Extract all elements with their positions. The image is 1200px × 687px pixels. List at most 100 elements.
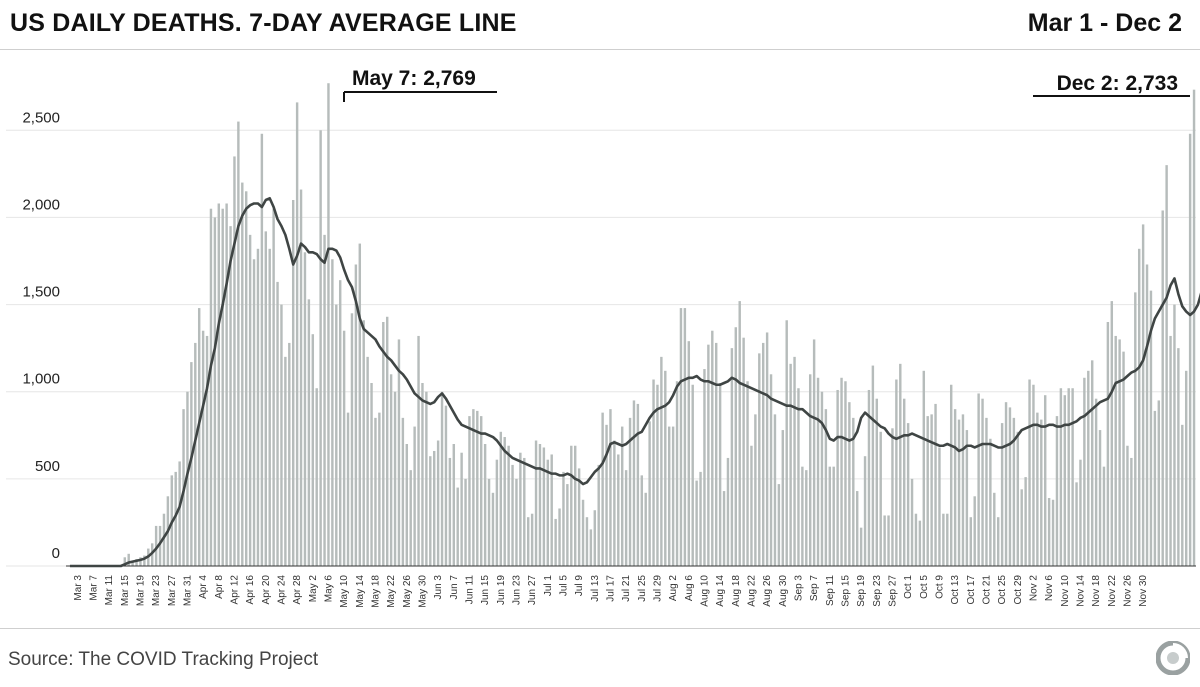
daily-deaths-bar — [1059, 388, 1063, 566]
daily-deaths-bar — [683, 308, 687, 566]
daily-deaths-bar — [378, 412, 381, 566]
daily-deaths-bar — [761, 342, 765, 566]
daily-deaths-bar — [190, 362, 193, 566]
daily-deaths-bar — [1036, 412, 1039, 566]
daily-deaths-bar — [194, 342, 197, 566]
daily-deaths-bar — [1094, 398, 1098, 566]
daily-deaths-bar — [640, 475, 644, 566]
daily-deaths-bar — [628, 417, 632, 566]
daily-deaths-bar — [393, 391, 397, 566]
daily-deaths-bar — [385, 316, 389, 566]
daily-deaths-bar — [503, 437, 506, 566]
x-tick-label: Jul 25 — [637, 575, 648, 602]
daily-deaths-bar — [456, 487, 459, 566]
daily-deaths-bar — [217, 203, 221, 567]
x-tick-label: Aug 10 — [699, 575, 710, 607]
daily-deaths-bar — [644, 492, 647, 566]
daily-deaths-bar — [852, 417, 855, 566]
x-tick-label: Sep 11 — [825, 575, 836, 606]
daily-deaths-bar — [742, 337, 745, 566]
x-tick-label: Jun 11 — [464, 575, 475, 605]
x-tick-label: Mar 7 — [88, 575, 99, 601]
daily-deaths-bar — [409, 470, 412, 566]
daily-deaths-bar — [229, 226, 232, 566]
daily-deaths-bar — [1161, 210, 1164, 566]
daily-deaths-bar — [667, 426, 671, 566]
daily-deaths-bar — [1192, 89, 1196, 567]
x-tick-label: Oct 17 — [966, 575, 977, 605]
daily-deaths-bar — [178, 461, 181, 566]
x-tick-label: Aug 2 — [668, 575, 679, 602]
daily-deaths-bar — [840, 377, 843, 566]
daily-deaths-bar — [620, 426, 624, 566]
daily-deaths-bar — [601, 412, 604, 566]
daily-deaths-bar — [397, 339, 401, 566]
daily-deaths-bar — [1157, 400, 1161, 566]
daily-deaths-bar — [1051, 499, 1055, 566]
daily-deaths-bar — [977, 393, 980, 566]
daily-deaths-bar — [902, 398, 906, 566]
daily-deaths-bar — [354, 264, 358, 566]
chart-area: 0 500 1,000 1,500 2,000 2,500 Mar 3 Mar 7 Mar 11… — [0, 50, 1200, 628]
daily-deaths-bar — [538, 444, 542, 566]
daily-deaths-bar — [703, 369, 706, 566]
daily-deaths-bar — [993, 492, 996, 566]
daily-deaths-bar — [922, 370, 926, 566]
daily-deaths-bar — [303, 252, 307, 567]
daily-deaths-bar — [417, 335, 420, 566]
daily-deaths-bar — [1153, 410, 1157, 566]
daily-deaths-bar — [362, 320, 365, 566]
daily-deaths-bar — [812, 339, 816, 566]
daily-deaths-bar — [785, 320, 788, 566]
daily-deaths-bar — [867, 389, 871, 566]
x-tick-label: Jun 23 — [511, 575, 522, 605]
daily-deaths-bar — [139, 557, 142, 566]
daily-deaths-bar — [405, 444, 409, 566]
daily-deaths-bar — [1110, 301, 1114, 566]
daily-deaths-bar — [221, 208, 224, 566]
daily-deaths-bar — [989, 438, 992, 566]
x-tick-label: Aug 30 — [778, 575, 789, 607]
daily-deaths-bar — [260, 133, 264, 566]
x-tick-label: Jul 1 — [543, 575, 554, 597]
daily-deaths-bar — [201, 330, 205, 566]
daily-deaths-bar — [695, 480, 698, 566]
x-tick-label: Oct 21 — [981, 575, 992, 605]
daily-deaths-bar — [1098, 430, 1102, 566]
x-tick-label: May 2 — [308, 575, 319, 603]
daily-deaths-bar — [319, 130, 322, 566]
daily-deaths-bar — [295, 102, 299, 567]
daily-deaths-bar — [346, 412, 350, 566]
x-tick-label: Oct 25 — [997, 575, 1008, 605]
daily-deaths-bar — [284, 356, 287, 566]
daily-deaths-bar — [957, 419, 961, 566]
daily-deaths-bar — [765, 332, 769, 566]
daily-deaths-bar — [734, 327, 738, 566]
daily-deaths-bar — [1020, 489, 1023, 566]
daily-deaths-bar — [679, 308, 683, 566]
daily-deaths-bar — [718, 383, 722, 566]
daily-deaths-bar — [1063, 395, 1067, 566]
daily-deaths-bar — [895, 379, 898, 566]
daily-deaths-bar — [291, 200, 295, 566]
daily-deaths-bar — [808, 374, 812, 566]
x-tick-label: Sep 19 — [856, 575, 867, 607]
daily-deaths-bar — [542, 447, 546, 566]
daily-deaths-bar — [280, 304, 283, 566]
footer-divider — [0, 628, 1200, 629]
source-note: Source: The COVID Tracking Project — [8, 649, 319, 670]
daily-deaths-bar — [996, 517, 1000, 566]
daily-deaths-bar — [272, 208, 275, 566]
daily-deaths-bar — [883, 515, 886, 566]
daily-deaths-bar — [327, 83, 330, 567]
x-tick-label: Apr 24 — [276, 575, 287, 605]
daily-deaths-bar — [241, 182, 244, 566]
daily-deaths-bar — [143, 555, 146, 566]
daily-deaths-bar — [174, 471, 177, 566]
daily-deaths-bar — [515, 478, 518, 566]
y-tick-label: 1,500 — [22, 284, 60, 301]
daily-deaths-bar — [707, 344, 710, 566]
x-tick-label: Mar 11 — [104, 575, 115, 606]
daily-deaths-bar — [1067, 388, 1070, 566]
daily-deaths-bar — [468, 416, 471, 566]
